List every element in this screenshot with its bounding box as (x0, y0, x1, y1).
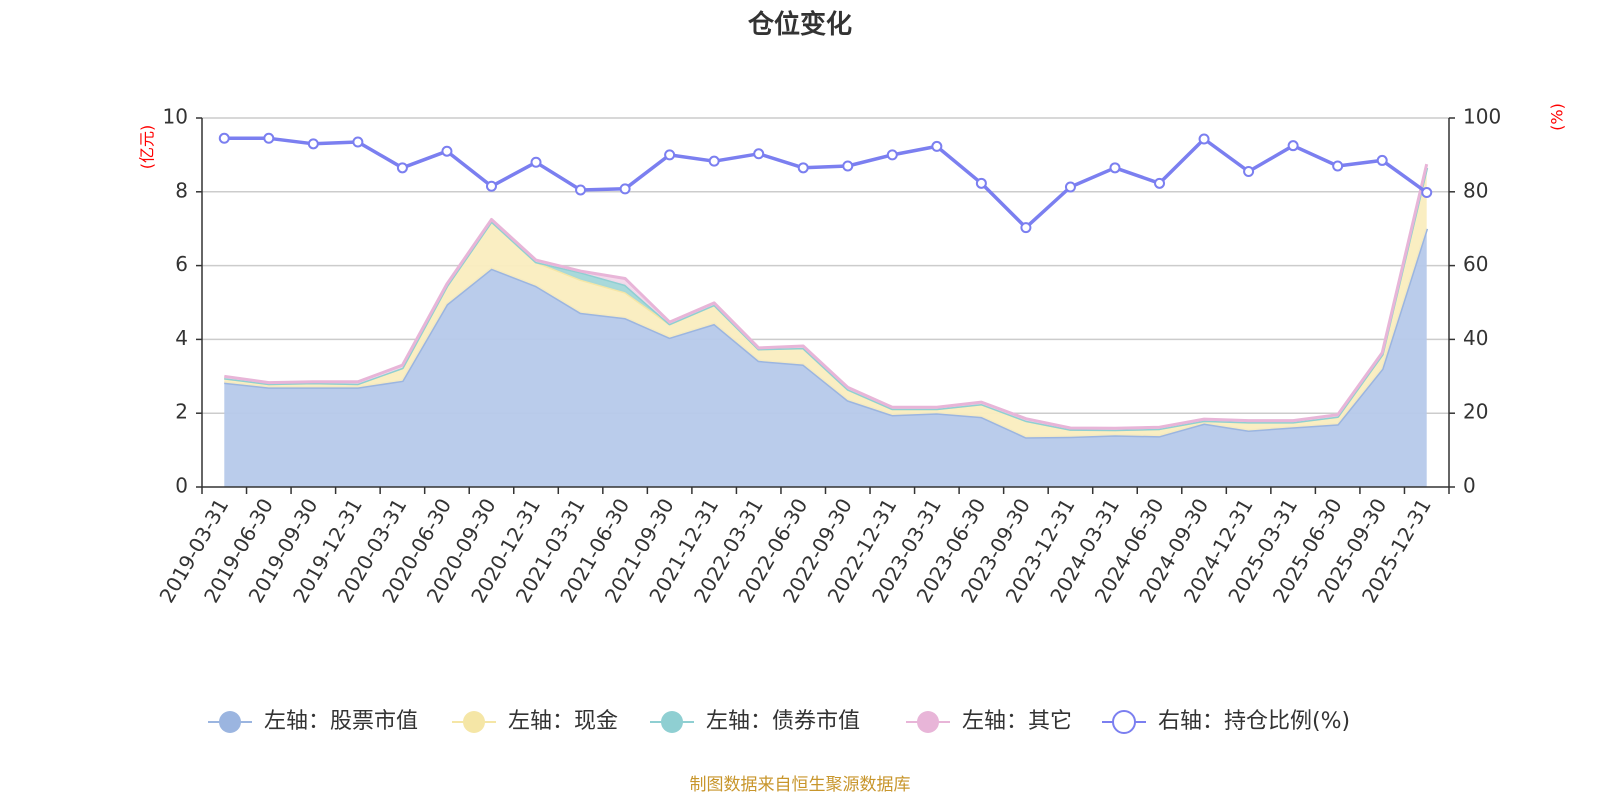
left-tick-label-2: 4 (175, 326, 188, 350)
line-point-25 (1332, 160, 1344, 172)
right-tick-label-5: 100 (1463, 105, 1501, 129)
line-point-22 (1198, 133, 1210, 145)
chart-title: 仓位变化 (747, 9, 852, 40)
legend-marker-1 (463, 711, 485, 733)
legend-label-3: 左轴：其它 (962, 709, 1072, 734)
grid-layer (202, 117, 1449, 414)
line-point-9 (619, 183, 631, 195)
line-point-2 (307, 138, 319, 150)
line-point-4 (396, 162, 408, 174)
legend-label-0: 左轴：股票市值 (264, 709, 418, 734)
line-point-8 (575, 184, 587, 196)
area-line-series-3 (224, 163, 1429, 430)
line-point-20 (1109, 162, 1121, 174)
left-tick-label-5: 10 (163, 105, 188, 129)
right-tick-label-3: 60 (1463, 252, 1488, 276)
legend-label-2: 左轴：债券市值 (706, 709, 860, 734)
right-tick-label-0: 0 (1463, 474, 1476, 498)
right-tick-label-1: 20 (1463, 400, 1488, 424)
line-point-14 (842, 160, 854, 172)
line-point-16 (931, 140, 943, 152)
area-series-0 (224, 228, 1427, 487)
left-tick-label-0: 0 (175, 474, 188, 498)
right-axis-unit: (%) (1548, 103, 1567, 131)
line-point-5 (441, 145, 453, 157)
line-point-18 (1020, 222, 1032, 234)
line-layer (218, 132, 1433, 234)
legend-marker-2 (661, 711, 683, 733)
line-point-0 (218, 132, 230, 144)
left-tick-label-3: 6 (175, 252, 188, 276)
left-axis-unit: (亿元) (138, 125, 157, 170)
legend: 左轴：股票市值 左轴：现金 左轴：债券市值 左轴：其它 右轴：持仓比例(%) (208, 709, 1350, 734)
line-point-19 (1064, 181, 1076, 193)
line-point-10 (664, 149, 676, 161)
line-point-3 (352, 136, 364, 148)
line-point-23 (1243, 166, 1255, 178)
line-point-17 (975, 177, 987, 189)
line-point-24 (1287, 140, 1299, 152)
line-point-27 (1421, 187, 1433, 199)
area-layer (224, 163, 1429, 487)
legend-marker-0 (219, 711, 241, 733)
legend-marker-4 (1112, 710, 1136, 734)
source-note: 制图数据来自恒生聚源数据库 (690, 775, 911, 795)
line-point-12 (753, 148, 765, 160)
axis-layer: 02468100204060801002019-03-312019-06-302… (154, 105, 1501, 607)
line-point-15 (886, 149, 898, 161)
line-series-0 (224, 136, 1428, 230)
legend-marker-3 (917, 711, 939, 733)
legend-label-1: 左轴：现金 (508, 709, 618, 734)
left-tick-label-4: 8 (175, 178, 188, 202)
left-tick-label-1: 2 (175, 400, 188, 424)
right-tick-label-2: 40 (1463, 326, 1488, 350)
line-point-21 (1154, 177, 1166, 189)
legend-label-4: 右轴：持仓比例(%) (1158, 709, 1350, 734)
line-point-6 (485, 180, 497, 192)
line-point-1 (263, 132, 275, 144)
line-point-11 (708, 155, 720, 167)
line-point-7 (530, 156, 542, 168)
right-tick-label-4: 80 (1463, 178, 1488, 202)
line-point-13 (797, 162, 809, 174)
line-point-26 (1376, 154, 1388, 166)
